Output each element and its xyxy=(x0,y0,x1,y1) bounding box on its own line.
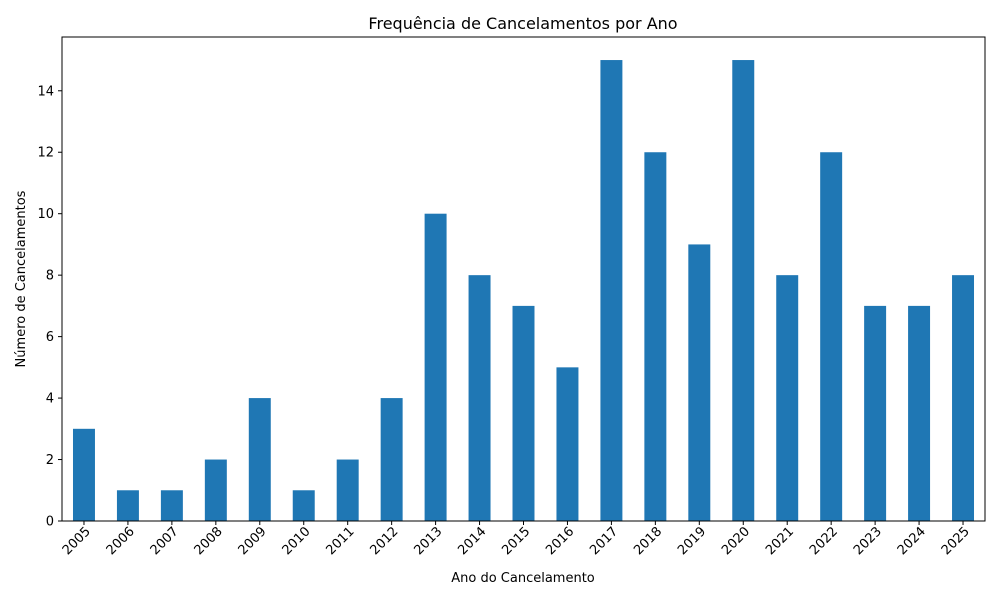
bar-2024 xyxy=(908,305,931,521)
x-tick-label: 2014 xyxy=(455,524,489,558)
x-tick-label: 2019 xyxy=(675,524,709,558)
bar-2022 xyxy=(820,152,843,521)
x-tick-label: 2012 xyxy=(367,524,401,558)
x-tick-label: 2024 xyxy=(895,524,929,558)
bar-2025 xyxy=(952,275,975,521)
plot-area-frame xyxy=(61,36,986,522)
bar-2015 xyxy=(512,305,535,521)
x-axis-label: Ano do Cancelamento xyxy=(451,571,595,586)
bar-2006 xyxy=(116,490,139,521)
y-tick-label: 4 xyxy=(46,392,54,407)
bar-2014 xyxy=(468,275,491,521)
x-axis-ticks: 2005 2006 2007 2008 2009 2010 2011 2012 2013 2014… xyxy=(60,521,973,558)
y-axis-label: Número de Cancelamentos xyxy=(14,190,29,367)
bar-2008 xyxy=(204,459,227,521)
bar-2012 xyxy=(380,398,403,521)
bar-2018 xyxy=(644,152,667,521)
x-tick-label: 2018 xyxy=(631,524,665,558)
y-tick-label: 12 xyxy=(37,146,54,161)
x-tick-label: 2023 xyxy=(851,524,885,558)
bar-2007 xyxy=(160,490,183,521)
x-tick-label: 2005 xyxy=(60,524,94,558)
x-tick-label: 2010 xyxy=(280,524,314,558)
x-tick-label: 2013 xyxy=(411,524,445,558)
x-tick-label: 2015 xyxy=(499,524,533,558)
y-tick-label: 14 xyxy=(37,84,54,99)
y-tick-label: 8 xyxy=(46,269,54,284)
x-tick-label: 2021 xyxy=(763,524,797,558)
x-tick-label: 2006 xyxy=(104,524,138,558)
x-tick-label: 2011 xyxy=(324,524,358,558)
bar-2009 xyxy=(248,398,271,521)
y-tick-label: 10 xyxy=(37,207,54,222)
bar-2021 xyxy=(776,275,799,521)
x-tick-label: 2022 xyxy=(807,524,841,558)
bar-2016 xyxy=(556,367,579,521)
bar-2017 xyxy=(600,60,623,522)
y-tick-label: 6 xyxy=(46,330,54,345)
bar-2023 xyxy=(864,305,887,521)
x-tick-label: 2017 xyxy=(587,524,621,558)
bars-group xyxy=(72,60,975,522)
y-axis-ticks: 0 2 4 6 8 10 12 14 xyxy=(37,84,62,530)
x-tick-label: 2016 xyxy=(543,524,577,558)
bar-2005 xyxy=(72,428,95,521)
y-tick-label: 0 xyxy=(46,515,54,530)
chart-title: Frequência de Cancelamentos por Ano xyxy=(368,14,677,33)
bar-2020 xyxy=(732,60,755,522)
x-tick-label: 2025 xyxy=(939,524,973,558)
x-tick-label: 2007 xyxy=(148,524,182,558)
bar-2010 xyxy=(292,490,315,521)
y-tick-label: 2 xyxy=(46,453,54,468)
x-tick-label: 2008 xyxy=(192,524,226,558)
bar-2019 xyxy=(688,244,711,521)
bar-2013 xyxy=(424,213,447,521)
x-tick-label: 2020 xyxy=(719,524,753,558)
bar-2011 xyxy=(336,459,359,521)
x-tick-label: 2009 xyxy=(236,524,270,558)
